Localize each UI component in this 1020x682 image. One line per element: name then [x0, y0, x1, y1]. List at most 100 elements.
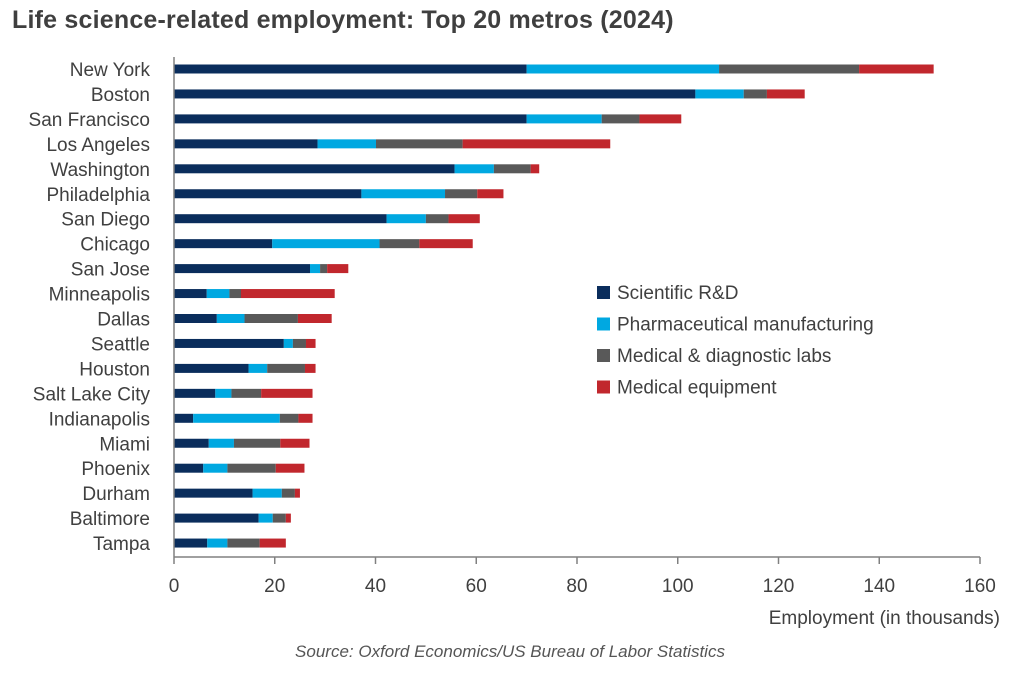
bar-4-series-2	[493, 164, 531, 174]
bar-1-series-1	[695, 89, 744, 99]
bar-15-series-0	[174, 438, 209, 448]
bar-19-series-3	[259, 538, 286, 548]
category-label: San Jose	[71, 260, 150, 281]
category-label: Washington	[50, 160, 150, 181]
bar-11-series-0	[174, 338, 284, 348]
category-label: Tampa	[93, 534, 150, 555]
category-label: Indianapolis	[49, 409, 150, 430]
category-label: Phoenix	[81, 459, 150, 480]
bar-19-series-2	[227, 538, 260, 548]
bar-12-series-0	[174, 363, 249, 373]
x-tick-label: 120	[763, 576, 795, 597]
bar-10-series-3	[297, 314, 332, 323]
source-note: Source: Oxford Economics/US Bureau of La…	[295, 642, 725, 661]
bar-8-series-2	[320, 264, 328, 274]
bar-12-series-2	[267, 363, 305, 373]
x-tick-label: 40	[365, 576, 386, 597]
bar-15-series-3	[280, 438, 310, 448]
legend-swatch	[597, 317, 610, 331]
category-label: Chicago	[80, 235, 150, 256]
bar-13-series-2	[231, 388, 262, 398]
category-label: Salt Lake City	[33, 384, 151, 405]
bar-4-series-1	[454, 164, 494, 174]
category-label: Houston	[79, 359, 150, 380]
bar-10-series-0	[174, 314, 217, 323]
category-label: San Francisco	[29, 110, 150, 131]
bar-7-series-2	[379, 239, 420, 249]
bar-2-series-3	[639, 114, 682, 124]
x-axis-label: Employment (in thousands)	[769, 608, 1000, 629]
x-tick-label: 140	[863, 576, 895, 597]
bar-10-series-2	[244, 314, 298, 323]
bar-15-series-1	[208, 438, 234, 448]
bar-5-series-0	[174, 189, 362, 199]
legend-swatch	[597, 380, 610, 394]
bar-16-series-3	[275, 463, 305, 473]
bar-19-series-0	[174, 538, 208, 548]
bar-7-series-1	[272, 239, 380, 249]
bar-1-series-0	[174, 89, 696, 99]
category-label: Boston	[91, 85, 150, 106]
bar-14-series-1	[193, 413, 280, 423]
x-tick-label: 60	[466, 576, 487, 597]
bar-2-series-0	[174, 114, 527, 124]
bar-8-series-0	[174, 264, 311, 274]
bar-2-series-2	[601, 114, 640, 124]
bar-19-series-1	[207, 538, 228, 548]
bar-13-series-0	[174, 388, 216, 398]
x-tick-label: 0	[169, 576, 180, 597]
bar-5-series-1	[361, 189, 446, 199]
bar-10-series-1	[216, 314, 245, 323]
bar-3-series-3	[462, 139, 611, 149]
bar-5-series-3	[477, 189, 504, 199]
bar-3-series-0	[174, 139, 318, 149]
bar-9-series-0	[174, 289, 207, 299]
chart-title: Life science-related employment: Top 20 …	[12, 6, 674, 34]
bar-5-series-2	[445, 189, 478, 199]
category-label: Dallas	[97, 310, 150, 331]
bar-11-series-3	[305, 338, 316, 348]
bar-8-series-1	[310, 264, 321, 274]
bar-11-series-1	[283, 338, 293, 348]
x-tick-label: 80	[566, 576, 587, 597]
bar-4-series-3	[530, 164, 540, 174]
bar-18-series-0	[174, 513, 259, 523]
bar-1-series-3	[766, 89, 805, 99]
category-label: Baltimore	[70, 509, 150, 530]
legend-label: Pharmaceutical manufacturing	[617, 315, 874, 336]
bar-2-series-1	[526, 114, 602, 124]
legend: Scientific R&D Pharmaceutical manufacturi…	[597, 283, 874, 399]
bar-14-series-3	[298, 413, 313, 423]
x-tick-label: 20	[264, 576, 285, 597]
bar-12-series-1	[248, 363, 268, 373]
bar-0-series-3	[859, 64, 934, 74]
bar-16-series-2	[227, 463, 276, 473]
bar-3-series-1	[317, 139, 377, 149]
bar-14-series-0	[174, 413, 194, 423]
bar-17-series-3	[294, 488, 300, 498]
x-tick-label: 100	[662, 576, 694, 597]
bar-13-series-1	[215, 388, 232, 398]
bar-11-series-2	[292, 338, 306, 348]
bar-6-series-0	[174, 214, 387, 224]
bar-14-series-2	[279, 413, 299, 423]
bar-17-series-1	[252, 488, 282, 498]
bar-0-series-2	[719, 64, 860, 74]
category-labels: New York Boston San Francisco Los Angeles Wa…	[29, 60, 151, 555]
bar-13-series-3	[261, 388, 313, 398]
bar-9-series-3	[240, 289, 335, 299]
category-label: Durham	[82, 484, 150, 505]
bar-9-series-2	[229, 289, 241, 299]
legend-label: Medical & diagnostic labs	[617, 346, 831, 367]
category-label: Philadelphia	[46, 185, 150, 206]
bars-layer	[174, 64, 934, 548]
bar-4-series-0	[174, 164, 455, 174]
bar-7-series-3	[419, 239, 473, 249]
bar-1-series-2	[743, 89, 767, 99]
bar-18-series-2	[272, 513, 286, 523]
category-label: Los Angeles	[46, 135, 150, 156]
x-tick-label: 160	[964, 576, 996, 597]
bar-15-series-2	[233, 438, 281, 448]
bar-0-series-0	[174, 64, 527, 74]
